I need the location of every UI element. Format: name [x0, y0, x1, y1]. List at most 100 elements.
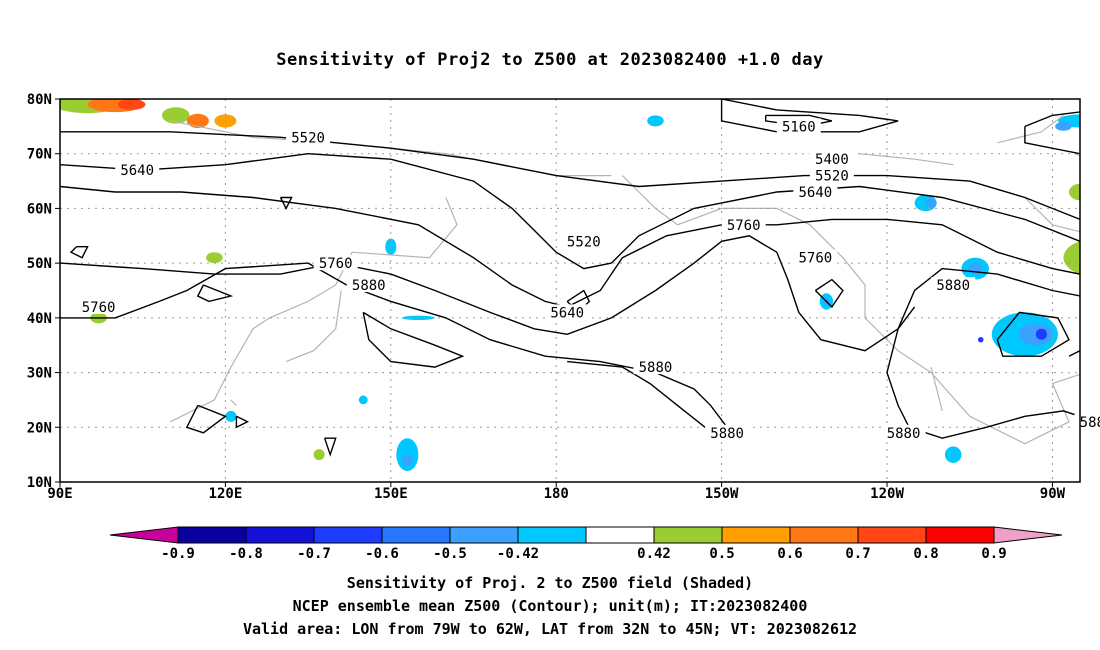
colorbar: -0.9 -0.8 -0.7 -0.6 -0.5 -0.42 0.42 0.5 0.6 0.7 0.… [109, 526, 1063, 562]
contour-label: 5880 [887, 426, 921, 442]
sensitivity-patch [358, 395, 368, 405]
colorbar-segment [381, 526, 451, 544]
map-frame [59, 98, 1081, 483]
lat-label: 50N [27, 256, 52, 272]
z500-contour-line [362, 311, 465, 368]
colorbar-segment [177, 526, 247, 544]
colorbar-segment [721, 526, 791, 544]
colorbar-segment [653, 526, 723, 544]
colorbar-segment [517, 526, 587, 544]
sensitivity-patch [944, 446, 962, 463]
contour-label-bg [793, 184, 838, 200]
colorbar-label: -0.8 [229, 546, 263, 562]
contour-label: 5520 [291, 130, 325, 146]
sensitivity-patch [1055, 121, 1072, 131]
colorbar-segment [245, 526, 315, 544]
coastline [230, 399, 237, 406]
z500-contour-line [60, 235, 1080, 352]
sensitivity-patch [225, 410, 237, 422]
lon-label: 120E [209, 486, 243, 502]
lon-label: 150W [705, 486, 739, 502]
contour-label-bg [633, 359, 678, 375]
contour-label: 5520 [815, 169, 849, 185]
contour-label-bg [115, 162, 160, 178]
contour-label: 5760 [727, 218, 761, 234]
contour-label: 5880 [710, 426, 744, 442]
lat-label: 70N [27, 147, 52, 163]
contour-label: 5760 [798, 251, 832, 267]
colorbar-segment [585, 526, 655, 544]
contour-label: 5640 [550, 305, 584, 321]
colorbar-label: 0.7 [845, 546, 870, 562]
contour-label-bg [776, 118, 821, 134]
sensitivity-patch [1035, 328, 1047, 340]
sensitivity-patch [401, 454, 413, 466]
coastline [170, 197, 458, 423]
sensitivity-patch [117, 99, 146, 110]
footer-valid-area-note: Valid area: LON from 79W to 62W, LAT fro… [242, 620, 858, 638]
colorbar-label: -0.6 [365, 546, 399, 562]
sensitivity-patch [647, 115, 664, 127]
lat-label: 20N [27, 420, 52, 436]
colorbar-label: -0.5 [433, 546, 467, 562]
contour-label-bg [561, 233, 606, 249]
sensitivity-patch [313, 449, 325, 461]
colorbar-label: 0.9 [981, 546, 1006, 562]
lon-label: 120W [870, 486, 904, 502]
contour-label-bg [793, 249, 838, 265]
contour-label-bg [931, 277, 976, 293]
z500-contour-line [886, 306, 1080, 439]
contour-label-bg [286, 129, 331, 145]
colorbar-segment [313, 526, 383, 544]
z500-contour-line [1024, 111, 1080, 155]
colorbar-label: -0.7 [297, 546, 331, 562]
coastline [1024, 197, 1080, 233]
sensitivity-patch [162, 107, 190, 124]
colorbar-label: 0.42 [637, 546, 671, 562]
contour-label-bg [809, 151, 854, 167]
z500-contour-line [567, 360, 706, 428]
colorbar-segment [789, 526, 859, 544]
coastline [621, 175, 1080, 445]
contour-label: 5760 [319, 256, 353, 272]
contour-label-bg [1096, 200, 1100, 216]
contour-label-bg [76, 298, 121, 314]
z500-contour-line [69, 246, 89, 259]
lat-label: 80N [27, 92, 52, 108]
sensitivity-patch [1019, 323, 1053, 346]
contour-labels: 5520564051605400552056405760552057605760… [76, 118, 1100, 442]
contour-label-bg [545, 304, 590, 320]
z500-contour-line [323, 437, 337, 457]
colorbar-label: 0.8 [913, 546, 938, 562]
lat-label: 10N [27, 475, 52, 491]
lat-label: 40N [27, 311, 52, 327]
coastline [930, 366, 943, 412]
contour-label: 5160 [782, 119, 816, 135]
colorbar-segment [857, 526, 927, 544]
contour-label: 5880 [352, 278, 386, 294]
lon-label: 150E [374, 486, 408, 502]
contour-label: 5640 [798, 185, 832, 201]
contour-label: 5880 [639, 360, 673, 376]
contour-label-bg [809, 167, 854, 183]
colorbar-label: -0.42 [497, 546, 539, 562]
coastline [859, 153, 954, 166]
sensitivity-shading [60, 99, 1080, 472]
colorbar-segment [925, 526, 995, 544]
sensitivity-patch [206, 252, 223, 264]
contour-label: 5400 [815, 152, 849, 168]
contour-label: 5880 [1080, 415, 1100, 431]
contour-label-bg [346, 277, 391, 293]
contour-label-bg [881, 424, 926, 440]
contour-label-bg [705, 424, 750, 440]
lon-label: 90W [1040, 486, 1066, 502]
lon-label: 90E [47, 486, 72, 502]
contour-label: 5760 [82, 300, 116, 316]
sensitivity-patch [925, 198, 937, 208]
footer-contour-note: NCEP ensemble mean Z500 (Contour); unit(… [292, 597, 808, 615]
sensitivity-patch [978, 337, 984, 343]
z500-contour-line [279, 196, 293, 210]
z500-contour-line [196, 284, 234, 303]
colorbar-label: 0.5 [709, 546, 734, 562]
